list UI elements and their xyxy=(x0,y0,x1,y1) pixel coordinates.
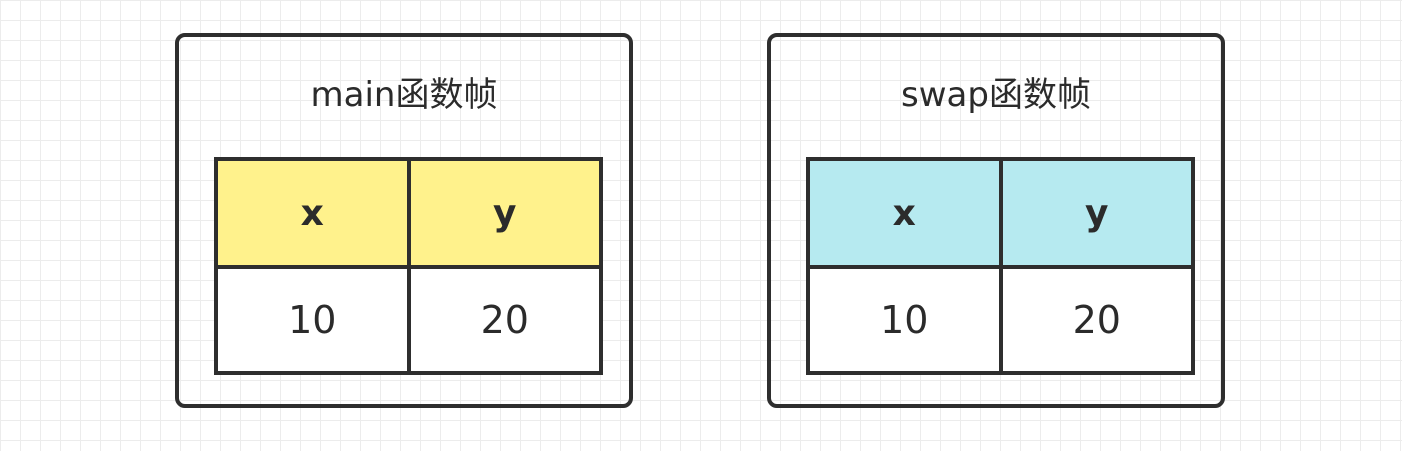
variable-value-cell: 20 xyxy=(406,265,603,375)
variable-name-cell: y xyxy=(998,157,1195,269)
variable-value-cell: 10 xyxy=(214,265,411,375)
table-header-row: x y xyxy=(214,157,603,269)
variables-table: x y 10 20 xyxy=(806,157,1195,375)
table-header-row: x y xyxy=(806,157,1195,269)
variable-name-cell: x xyxy=(806,157,1003,269)
table-value-row: 10 20 xyxy=(214,265,603,375)
frame-title: swap函数帧 xyxy=(901,75,1091,115)
variable-value-cell: 20 xyxy=(998,265,1195,375)
variable-name-cell: y xyxy=(406,157,603,269)
variables-table: x y 10 20 xyxy=(214,157,603,375)
variable-name-cell: x xyxy=(214,157,411,269)
table-value-row: 10 20 xyxy=(806,265,1195,375)
frame-title: main函数帧 xyxy=(310,75,498,115)
main-function-frame: main函数帧 x y 10 20 xyxy=(175,33,633,408)
variable-value-cell: 10 xyxy=(806,265,1003,375)
swap-function-frame: swap函数帧 x y 10 20 xyxy=(767,33,1225,408)
